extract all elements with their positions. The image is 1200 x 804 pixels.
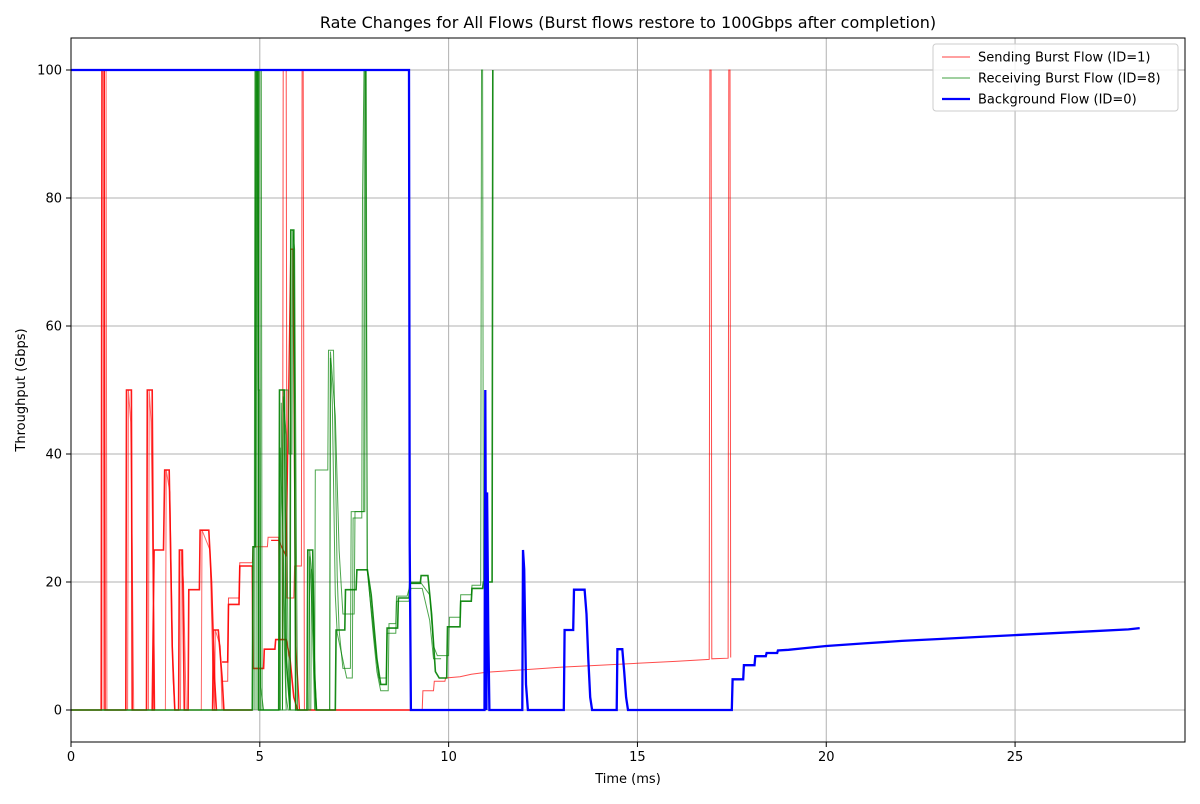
series-layer (71, 68, 1140, 712)
red-series-line (222, 69, 732, 711)
y-tick-label: 60 (45, 320, 62, 335)
y-tick-label: 100 (37, 64, 62, 79)
y-axis-label: Throughput (Gbps) (14, 328, 29, 452)
y-tick-label: 40 (45, 448, 62, 463)
y-tick-label: 0 (54, 704, 62, 719)
x-tick-label: 20 (818, 750, 835, 765)
x-tick-label: 10 (440, 750, 457, 765)
grid (70, 38, 1185, 742)
red-series-line (71, 69, 253, 711)
x-tick-label: 0 (67, 750, 75, 765)
x-axis-label: Time (ms) (594, 772, 661, 787)
red-series-line (222, 565, 411, 711)
x-tick-label: 15 (629, 750, 646, 765)
y-tick-label: 20 (45, 576, 62, 591)
red-series-line (102, 69, 223, 711)
legend-label: Receiving Burst Flow (ID=8) (978, 72, 1161, 87)
x-tick-label: 25 (1007, 750, 1024, 765)
legend: Sending Burst Flow (ID=1) Receiving Burst… (932, 43, 1179, 112)
green-series-line (253, 69, 366, 711)
x-tick-label: 5 (256, 750, 264, 765)
axis-ticks: 0 5 10 15 20 25 0 20 40 60 80 100 (37, 64, 1023, 766)
legend-box (932, 43, 1179, 112)
y-tick-label: 80 (45, 192, 62, 207)
chart-title: Rate Changes for All Flows (Burst flows … (320, 13, 936, 32)
green-series-line (257, 69, 442, 711)
blue-series-line (71, 68, 1140, 712)
plot-frame (70, 37, 1186, 743)
green-series-line (71, 69, 494, 711)
legend-label: Sending Burst Flow (ID=1) (978, 51, 1150, 66)
legend-label: Background Flow (ID=0) (978, 93, 1137, 108)
